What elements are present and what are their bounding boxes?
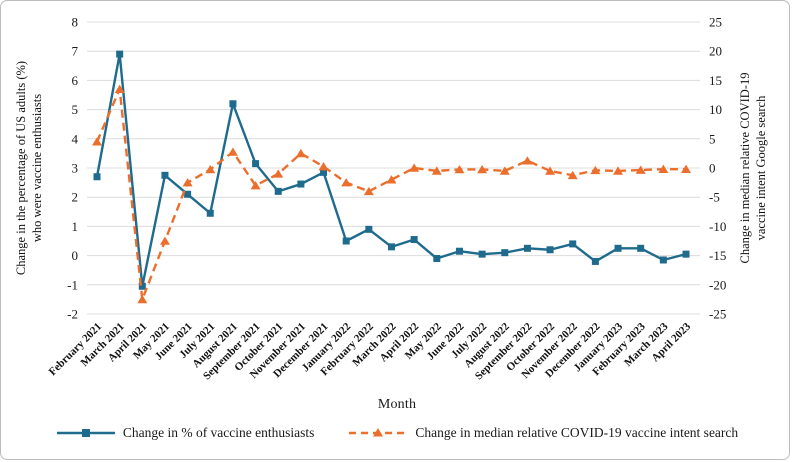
triangle-marker	[273, 169, 284, 178]
right-axis-title: Change in median relative COVID-19	[738, 73, 752, 264]
square-marker	[682, 250, 690, 258]
right-axis-tick-label: -20	[709, 277, 726, 292]
square-marker	[342, 237, 350, 245]
left-axis-tick-label: 3	[72, 161, 79, 176]
legend-line-square-icon	[56, 429, 115, 437]
triangle-marker	[227, 147, 238, 156]
triangle-marker	[454, 164, 465, 174]
left-axis-labels: 8 7 6 5 4 3 2 1 0 -1 -2	[67, 15, 78, 322]
square-marker	[206, 209, 214, 217]
square-marker	[365, 225, 373, 233]
triangle-marker	[522, 156, 533, 165]
square-marker	[523, 244, 531, 252]
triangle-marker	[318, 162, 329, 171]
right-axis-tick-label: -25	[709, 307, 726, 322]
triangle-marker	[431, 166, 442, 175]
triangle-marker	[590, 165, 601, 175]
axis-titles: Change in the percentage of US adults (%…	[14, 61, 768, 275]
right-axis-tick-label: 25	[709, 15, 722, 30]
square-marker	[297, 180, 305, 188]
left-axis-tick-label: 5	[72, 102, 79, 117]
chart-canvas: 876543210-1-22520151050-5-10-15-20-25Feb…	[14, 15, 768, 383]
square-marker	[659, 256, 667, 264]
legend-item-enthusiasts: Change in % of vaccine enthusiasts	[56, 425, 315, 441]
triangle-marker	[658, 164, 669, 173]
square-marker	[138, 282, 146, 290]
square-marker	[501, 249, 509, 257]
triangle-marker	[477, 164, 488, 174]
series-enthusiasts	[93, 50, 690, 290]
triangle-marker	[545, 166, 556, 175]
legend-dashed-triangle-icon	[349, 428, 408, 437]
gridlines	[87, 21, 700, 315]
square-marker	[614, 244, 622, 252]
right-axis-tick-label: 10	[709, 102, 722, 117]
triangle-marker	[341, 178, 352, 187]
right-axis-tick-label: 15	[709, 73, 722, 88]
square-marker	[569, 240, 577, 248]
square-marker	[478, 250, 486, 258]
right-axis-tick-label: 20	[709, 44, 722, 59]
triangle-marker	[681, 164, 691, 173]
left-axis-title: Change in the percentage of US adults (%…	[14, 61, 28, 275]
triangle-marker	[363, 186, 374, 196]
left-axis-tick-label: 4	[72, 131, 79, 146]
square-marker	[637, 244, 645, 252]
left-axis-tick-label: 7	[72, 44, 79, 59]
triangle-marker	[182, 178, 193, 187]
left-axis-title: who were vaccine enthusiasts	[30, 94, 44, 242]
triangle-marker	[567, 170, 578, 180]
left-axis-tick-label: 0	[72, 248, 79, 263]
right-axis-tick-label: 5	[709, 131, 716, 146]
square-marker	[388, 243, 395, 251]
triangle-marker	[114, 84, 125, 93]
x-axis-title: Month	[377, 397, 417, 412]
legend: Change in % of vaccine enthusiasts Chang…	[1, 425, 789, 441]
square-marker	[320, 168, 328, 176]
left-axis-tick-label: -1	[67, 277, 78, 292]
triangle-marker	[386, 175, 397, 184]
square-marker	[93, 173, 101, 181]
triangle-marker	[205, 164, 216, 174]
series-search	[92, 84, 691, 304]
triangle-marker	[92, 137, 102, 146]
right-axis-labels: 25 20 15 10 5 0 -5 -10 -15 -20 -25	[709, 15, 726, 322]
square-marker	[184, 190, 192, 198]
right-axis-tick-label: -5	[709, 190, 720, 205]
right-axis-tick-label: 0	[709, 161, 716, 176]
left-axis-tick-label: 1	[72, 219, 79, 234]
triangle-marker	[250, 181, 261, 190]
square-marker	[274, 187, 282, 195]
right-axis-tick-label: -15	[709, 248, 726, 263]
right-axis-tick-label: -10	[709, 219, 726, 234]
square-marker	[116, 50, 124, 58]
square-marker	[410, 236, 418, 244]
triangle-marker	[159, 236, 170, 245]
square-marker	[546, 246, 554, 254]
left-axis-tick-label: 2	[72, 190, 79, 205]
square-marker	[252, 160, 260, 168]
right-axis-title: vaccine intent Google search	[754, 95, 768, 240]
legend-label-enthusiasts: Change in % of vaccine enthusiasts	[122, 425, 315, 440]
square-marker	[433, 255, 441, 263]
triangle-marker	[409, 163, 420, 172]
square-marker	[455, 247, 463, 255]
left-axis-tick-label: -2	[67, 307, 78, 322]
triangle-marker	[635, 165, 646, 174]
triangle-marker	[137, 294, 148, 304]
left-axis-tick-label: 8	[72, 15, 79, 30]
square-marker	[229, 100, 237, 108]
triangle-marker	[613, 166, 624, 175]
legend-label-search: Change in median relative COVID-19 vacci…	[415, 425, 739, 440]
left-axis-tick-label: 6	[72, 73, 79, 88]
square-marker	[161, 171, 169, 179]
square-marker	[591, 257, 599, 265]
legend-item-search: Change in median relative COVID-19 vacci…	[348, 425, 738, 441]
triangle-marker	[499, 166, 510, 175]
triangle-marker	[295, 148, 306, 158]
